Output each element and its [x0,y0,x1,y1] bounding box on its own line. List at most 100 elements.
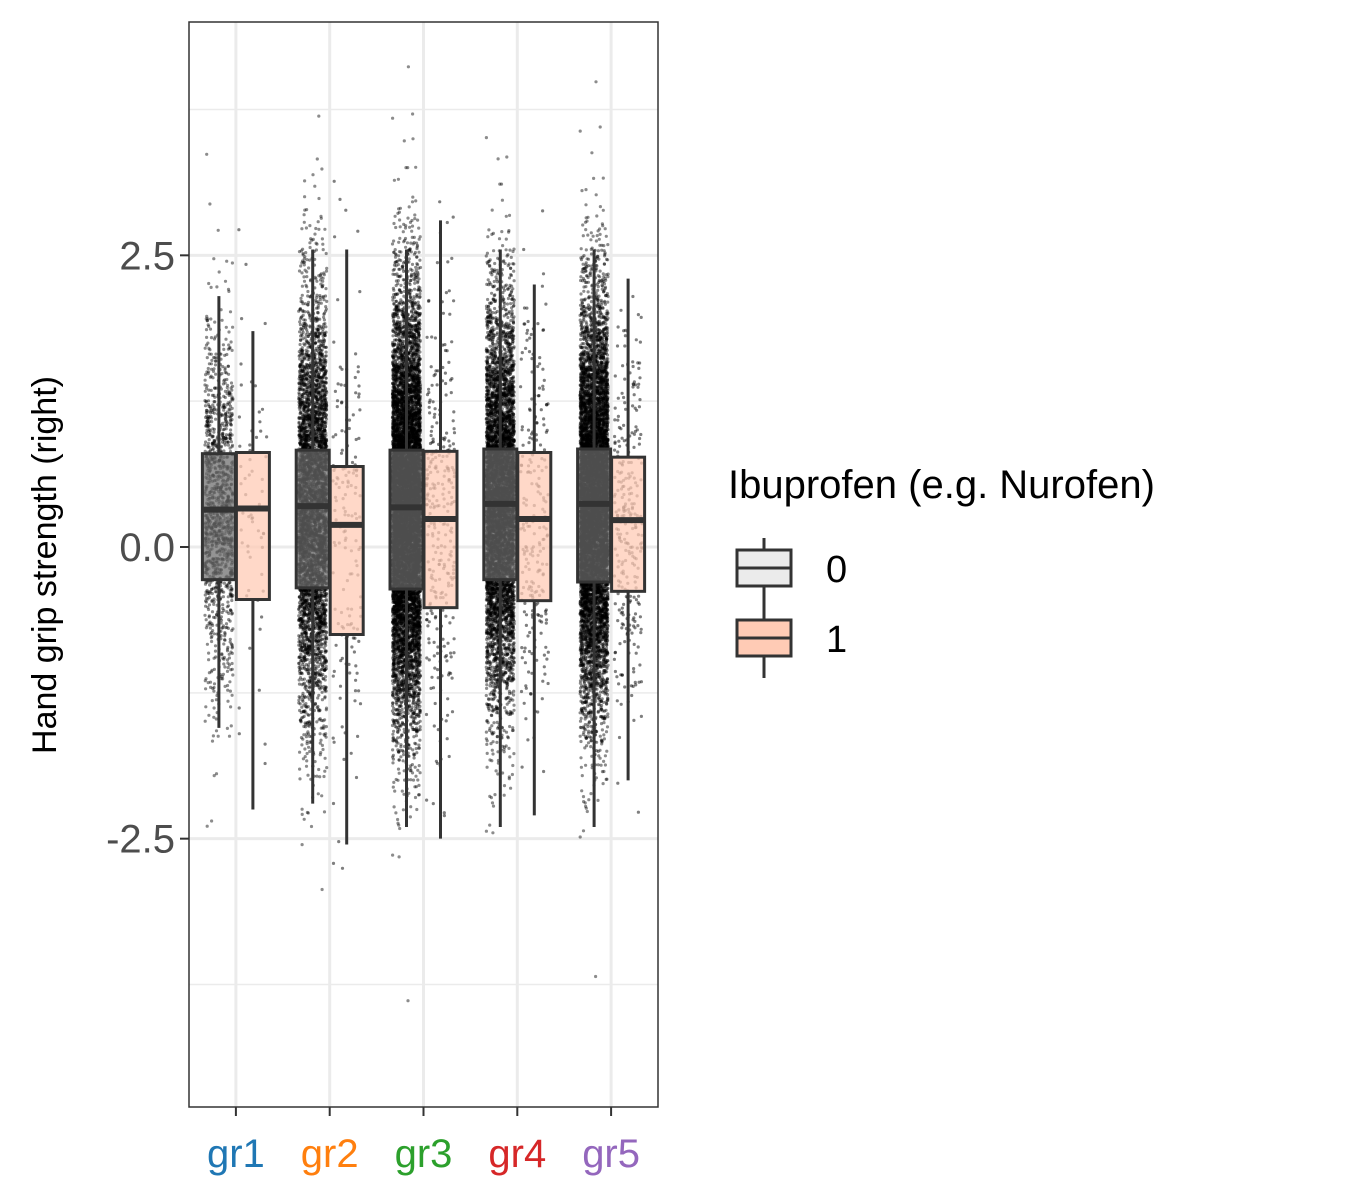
data-point [210,639,214,644]
data-point [298,353,302,357]
data-point [300,284,304,288]
data-point [228,421,232,425]
data-point [305,632,309,636]
data-point [226,683,230,688]
data-point [324,675,328,679]
data-point [209,448,213,452]
data-point [317,114,321,118]
data-point [306,303,310,307]
data-point [230,628,234,633]
data-point [212,667,216,672]
data-point [203,378,207,382]
data-point [208,626,212,630]
data-point [222,449,226,453]
data-point [220,413,224,417]
data-point [225,584,229,588]
data-point [316,792,320,796]
data-point [215,285,219,289]
data-point [297,682,302,686]
data-point [220,440,225,444]
data-point [216,734,220,738]
data-point [229,608,233,613]
data-point [319,301,323,305]
data-point [300,334,304,338]
data-point [221,656,225,660]
data-point [204,626,208,630]
data-point [214,729,219,733]
data-point [210,587,214,591]
data-point [305,742,309,746]
data-point [227,656,231,660]
data-point [297,369,302,373]
data-point [213,616,217,620]
data-point [315,379,319,383]
data-point [223,443,227,447]
plot-panel [188,21,659,1108]
data-point [308,734,312,739]
data-point [225,610,229,614]
data-point [228,433,232,437]
data-point [297,392,301,396]
data-point [211,434,215,438]
data-point [302,213,306,217]
data-point [320,887,324,892]
data-point [318,775,322,779]
data-point [212,689,216,693]
data-point [222,662,226,666]
data-point [228,434,232,438]
data-point [227,330,231,334]
data-point [320,794,324,798]
data-point [305,328,309,332]
data-point [210,668,214,672]
data-point [210,699,214,703]
data-point [314,368,318,372]
data-point [304,663,308,667]
data-point [220,318,224,322]
data-point [301,691,305,696]
data-point [228,592,232,596]
data-point [298,317,303,321]
data-point [213,644,218,648]
data-point [301,392,306,396]
data-point [307,266,311,270]
data-point [317,196,321,201]
data-point [205,152,209,156]
data-point [203,346,207,350]
data-point [213,649,218,653]
data-point [308,316,312,320]
data-point [304,251,308,255]
data-point [212,685,216,690]
data-point [304,603,308,607]
data-point [324,287,328,291]
data-point [223,370,227,374]
data-point [225,352,229,357]
data-point [203,389,207,393]
data-point [308,382,312,386]
data-point [313,232,317,236]
data-point [324,307,328,311]
data-point [306,713,310,717]
data-point [301,662,305,667]
data-point [317,413,321,417]
data-point [223,366,227,370]
data-point [225,386,229,390]
data-point [214,585,218,589]
data-point [210,610,215,614]
data-point [226,443,230,447]
data-point [323,756,327,760]
data-point [221,343,225,347]
data-point [210,819,214,823]
data-point [228,346,232,350]
data-point [226,666,230,670]
data-point [227,289,231,293]
data-point [212,430,216,434]
data-point [302,733,306,737]
data-point [207,595,212,600]
data-point [209,416,214,420]
data-point [205,642,209,646]
data-point [206,317,210,321]
data-point [299,410,303,414]
data-point [319,726,323,730]
data-point [229,650,233,654]
data-point [206,403,211,407]
